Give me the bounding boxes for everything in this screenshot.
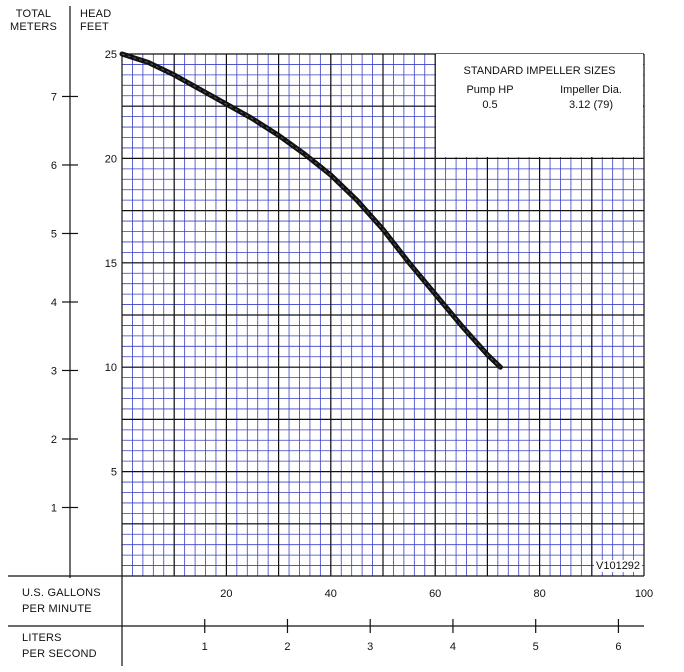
impeller-dia-header: Impeller Dia.	[560, 84, 622, 96]
meters-tick-label: 3	[51, 365, 57, 377]
gpm-tick-label: 80	[533, 588, 545, 600]
head-feet-axis: 5 10 15 20 25	[105, 49, 117, 479]
major-grid	[122, 54, 644, 576]
meters-tick-label: 6	[51, 160, 57, 172]
chart-frame	[8, 6, 645, 666]
feet-tick-label: 15	[105, 258, 117, 270]
gpm-tick-label: 60	[429, 588, 441, 600]
lps-axis: 1 2 3 4 5 6	[202, 619, 621, 653]
lps-tick-label: 6	[615, 641, 621, 653]
lps-axis-title: LITERS PER SECOND	[22, 632, 97, 660]
lps-tick-label: 4	[450, 641, 456, 653]
gpm-axis: 20 40 60 80 100	[220, 588, 653, 600]
lps-tick-label: 3	[367, 641, 373, 653]
drawing-id: V101292	[594, 560, 643, 572]
gpm-tick-label: 20	[220, 588, 232, 600]
lps-tick-label: 2	[284, 641, 290, 653]
gpm-axis-title: U.S. GALLONS PER MINUTE	[22, 587, 101, 615]
pump-hp-header: Pump HP	[466, 84, 514, 96]
gpm-tick-label: 40	[325, 588, 337, 600]
total-meters-title: TOTAL METERS	[10, 8, 58, 33]
feet-tick-label: 25	[105, 49, 117, 61]
meters-tick-label: 7	[51, 91, 57, 103]
lps-tick-label: 5	[533, 641, 539, 653]
curve-layer	[119, 51, 503, 370]
feet-tick-label: 5	[111, 467, 117, 479]
head-feet-title: HEAD FEET	[80, 8, 112, 33]
pump-hp-value: 0.5	[482, 99, 498, 111]
meters-axis: 1 2 3 4 5 6 7	[51, 91, 78, 514]
impeller-box-title: STANDARD IMPELLER SIZES	[463, 65, 616, 77]
meters-tick-label: 5	[51, 228, 57, 240]
gpm-tick-label: 100	[635, 588, 653, 600]
meters-tick-label: 1	[51, 502, 57, 514]
pump-curve-highlight	[121, 53, 501, 368]
impeller-dia-value: 3.12 (79)	[568, 99, 614, 111]
meters-tick-label: 4	[51, 297, 57, 309]
lps-tick-label: 1	[202, 641, 208, 653]
feet-tick-label: 20	[105, 153, 117, 165]
impeller-sizes-box: STANDARD IMPELLER SIZES Pump HP Impeller…	[436, 54, 643, 157]
feet-tick-label: 10	[105, 362, 117, 374]
meters-tick-label: 2	[51, 434, 57, 446]
